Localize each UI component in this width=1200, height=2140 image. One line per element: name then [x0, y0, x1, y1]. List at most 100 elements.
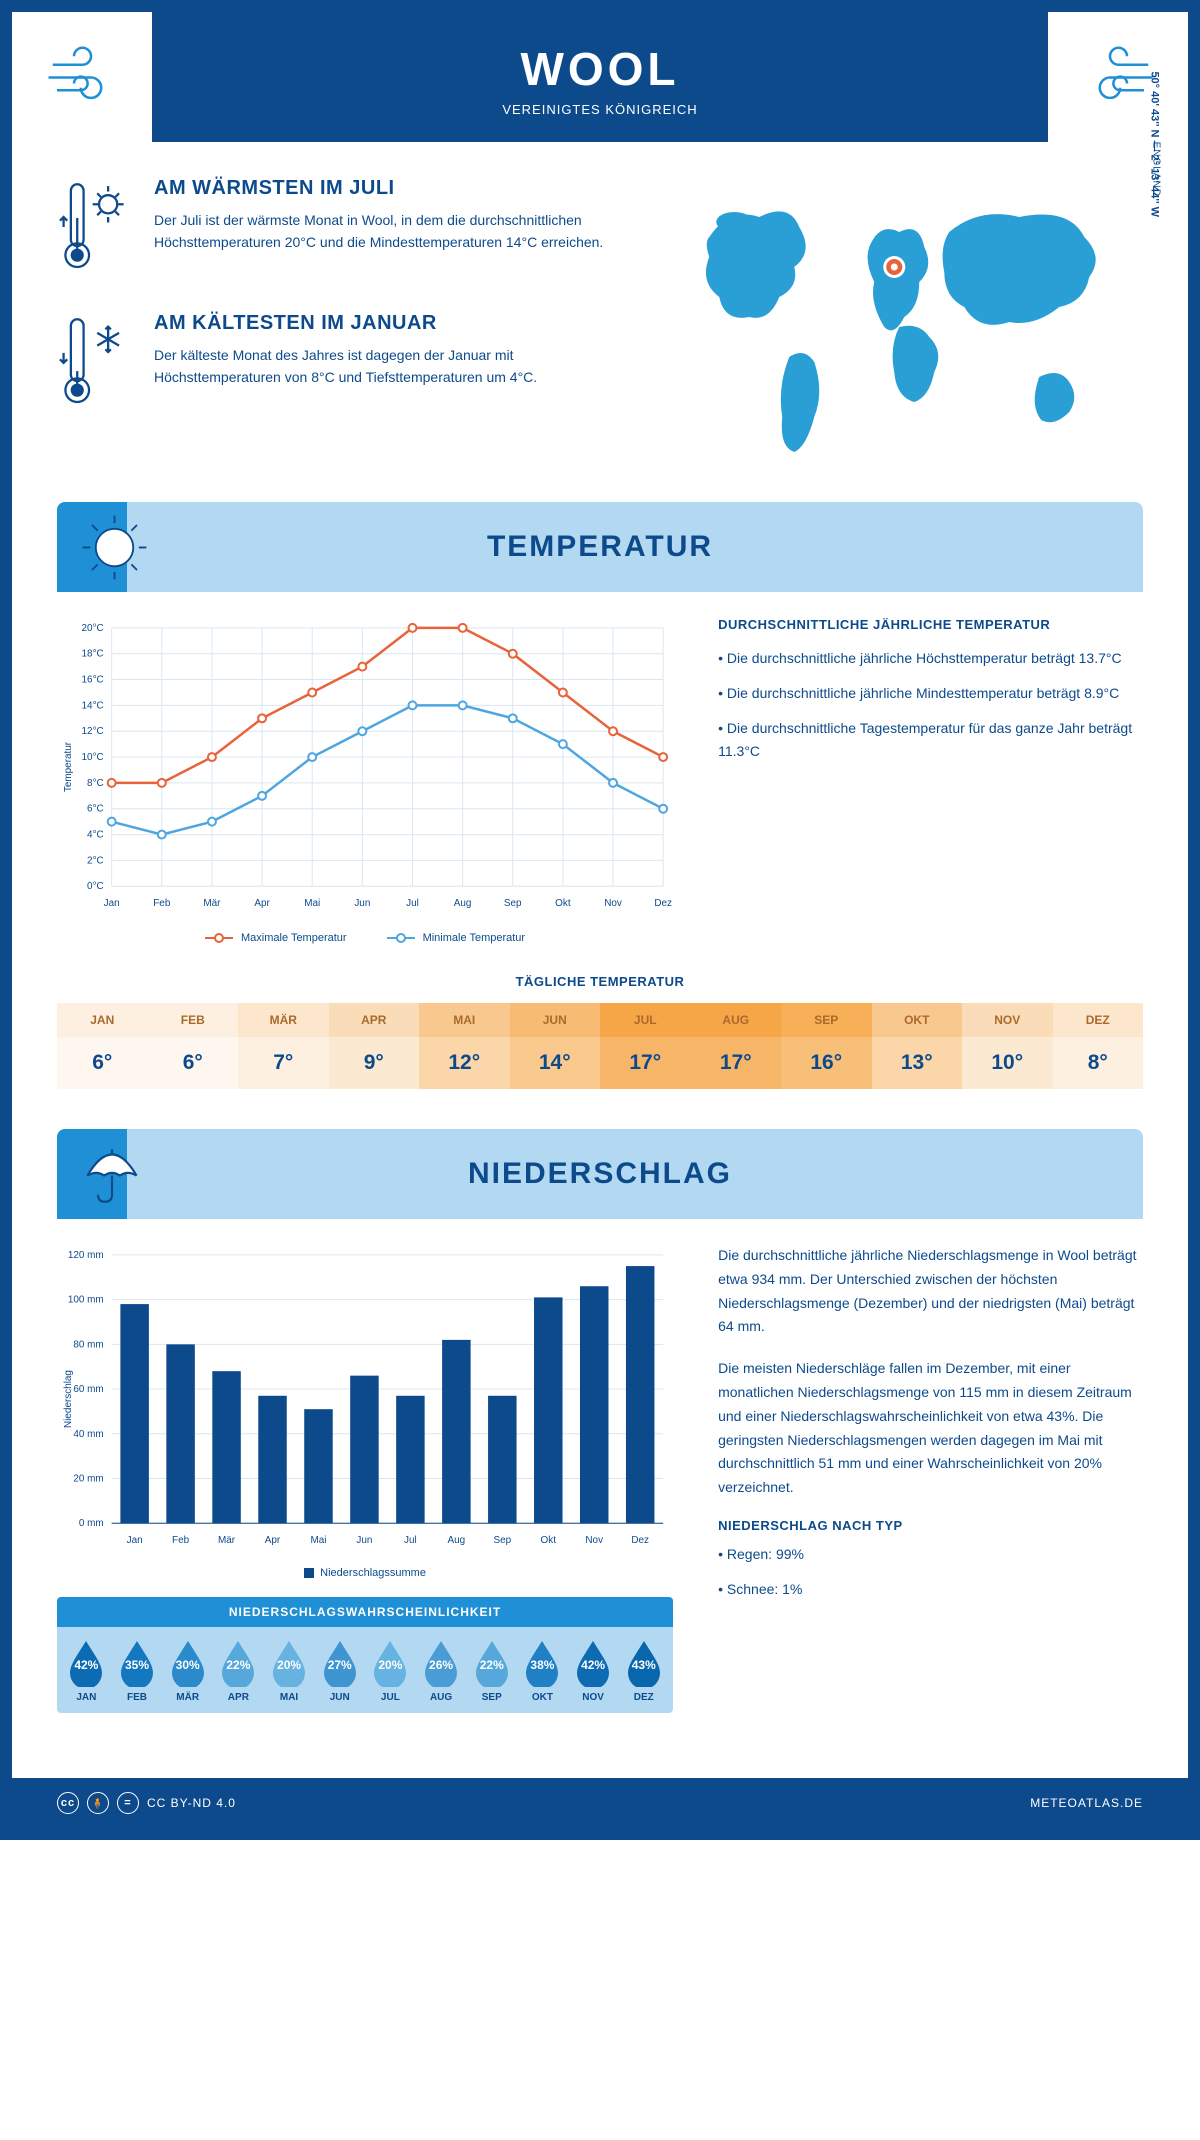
- thermometer-snow-icon: [57, 312, 132, 417]
- temp-bullet-list: Die durchschnittliche jährliche Höchstte…: [718, 647, 1143, 763]
- svg-text:Mär: Mär: [203, 898, 221, 909]
- svg-text:10°C: 10°C: [82, 752, 104, 763]
- svg-text:18°C: 18°C: [82, 649, 104, 660]
- svg-text:Jul: Jul: [404, 1535, 417, 1546]
- prob-cell: 20%JUL: [367, 1639, 414, 1703]
- svg-text:Okt: Okt: [555, 898, 571, 909]
- precip-para-2: Die meisten Niederschläge fallen im Deze…: [718, 1357, 1143, 1500]
- svg-text:Nov: Nov: [585, 1535, 603, 1546]
- prob-cell: 30%MÄR: [164, 1639, 211, 1703]
- license-block: cc 🧍 = CC BY-ND 4.0: [57, 1792, 236, 1814]
- prob-cell: 38%OKT: [519, 1639, 566, 1703]
- svg-text:Jul: Jul: [406, 898, 419, 909]
- wind-decoration-left: [12, 12, 152, 142]
- precip-para-1: Die durchschnittliche jährliche Niedersc…: [718, 1244, 1143, 1339]
- daily-temp-cell: MÄR7°: [238, 1003, 329, 1089]
- daily-temp-cell: OKT13°: [872, 1003, 963, 1089]
- precipitation-chart-row: 0 mm20 mm40 mm60 mm80 mm100 mm120 mmJanF…: [57, 1244, 1143, 1713]
- facts-column: AM WÄRMSTEN IM JULI Der Juli ist der wär…: [57, 177, 616, 467]
- prob-cell: 35%FEB: [114, 1639, 161, 1703]
- svg-text:Aug: Aug: [454, 898, 472, 909]
- temp-bullet: Die durchschnittliche Tagestemperatur fü…: [718, 717, 1143, 763]
- by-icon: 🧍: [87, 1792, 109, 1814]
- daily-temp-cell: APR9°: [329, 1003, 420, 1089]
- svg-text:0°C: 0°C: [87, 881, 104, 892]
- daily-temp-cell: FEB6°: [148, 1003, 239, 1089]
- svg-text:Feb: Feb: [172, 1535, 190, 1546]
- precip-type-bullet: Regen: 99%: [718, 1543, 1143, 1566]
- svg-text:100 mm: 100 mm: [68, 1295, 104, 1306]
- daily-temp-cell: MAI12°: [419, 1003, 510, 1089]
- daily-temp-cell: AUG17°: [691, 1003, 782, 1089]
- daily-temperature-table: TÄGLICHE TEMPERATUR JAN6°FEB6°MÄR7°APR9°…: [57, 974, 1143, 1089]
- svg-text:Feb: Feb: [153, 898, 171, 909]
- svg-text:20°C: 20°C: [82, 623, 104, 634]
- svg-text:Okt: Okt: [541, 1535, 557, 1546]
- precip-type-title: NIEDERSCHLAG NACH TYP: [718, 1518, 1143, 1533]
- prob-cell: 22%SEP: [468, 1639, 515, 1703]
- svg-text:Temperatur: Temperatur: [63, 741, 74, 792]
- precipitation-probability: NIEDERSCHLAGSWAHRSCHEINLICHKEIT 42%JAN35…: [57, 1597, 673, 1713]
- svg-text:20 mm: 20 mm: [73, 1473, 103, 1484]
- svg-text:12°C: 12°C: [82, 726, 104, 737]
- svg-text:Jun: Jun: [354, 898, 370, 909]
- svg-text:14°C: 14°C: [82, 700, 104, 711]
- precipitation-bar-chart: 0 mm20 mm40 mm60 mm80 mm100 mm120 mmJanF…: [57, 1244, 673, 1713]
- legend-min-label: Minimale Temperatur: [423, 932, 526, 944]
- prob-cell: 42%JAN: [63, 1639, 110, 1703]
- daily-temp-cell: DEZ8°: [1053, 1003, 1144, 1089]
- map-column: ENGLAND 50° 40' 43'' N — 2° 13' 44'' W: [656, 177, 1143, 467]
- svg-text:8°C: 8°C: [87, 778, 104, 789]
- page-header: WOOL VEREINIGTES KÖNIGREICH: [12, 12, 1188, 142]
- svg-text:Jan: Jan: [127, 1535, 143, 1546]
- svg-text:Niederschlag: Niederschlag: [63, 1370, 74, 1428]
- svg-text:40 mm: 40 mm: [73, 1429, 103, 1440]
- bar-chart-legend: Niederschlagssumme: [57, 1567, 673, 1579]
- svg-text:Aug: Aug: [448, 1535, 466, 1546]
- intro-row: AM WÄRMSTEN IM JULI Der Juli ist der wär…: [57, 177, 1143, 467]
- precipitation-block: NIEDERSCHLAG 0 mm20 mm40 mm60 mm80 mm100…: [57, 1129, 1143, 1713]
- daily-temp-title: TÄGLICHE TEMPERATUR: [57, 974, 1143, 989]
- fact-warmest: AM WÄRMSTEN IM JULI Der Juli ist der wär…: [57, 177, 616, 282]
- svg-text:Dez: Dez: [654, 898, 672, 909]
- site-name: METEOATLAS.DE: [1030, 1796, 1143, 1810]
- fact-coldest: AM KÄLTESTEN IM JANUAR Der kälteste Mona…: [57, 312, 616, 417]
- license-text: CC BY-ND 4.0: [147, 1796, 236, 1810]
- temp-bullet: Die durchschnittliche jährliche Höchstte…: [718, 647, 1143, 670]
- bar-legend-label: Niederschlagssumme: [320, 1567, 426, 1579]
- daily-temp-cell: JUN14°: [510, 1003, 601, 1089]
- svg-text:Sep: Sep: [504, 898, 522, 909]
- nd-icon: =: [117, 1792, 139, 1814]
- prob-cell: 27%JUN: [316, 1639, 363, 1703]
- page-footer: cc 🧍 = CC BY-ND 4.0 METEOATLAS.DE: [12, 1778, 1188, 1828]
- temperature-line-chart: 0°C2°C4°C6°C8°C10°C12°C14°C16°C18°C20°CJ…: [57, 617, 673, 944]
- temperature-title: TEMPERATUR: [487, 530, 713, 564]
- daily-temp-cell: JUL17°: [600, 1003, 691, 1089]
- svg-text:4°C: 4°C: [87, 830, 104, 841]
- prob-cell: 22%APR: [215, 1639, 262, 1703]
- svg-text:Sep: Sep: [493, 1535, 511, 1546]
- daily-temp-cell: JAN6°: [57, 1003, 148, 1089]
- daily-temp-cell: SEP16°: [781, 1003, 872, 1089]
- precip-type-list: Regen: 99%Schnee: 1%: [718, 1543, 1143, 1601]
- wind-decoration-right: [1048, 12, 1188, 142]
- world-map: [656, 177, 1143, 467]
- svg-text:Jun: Jun: [356, 1535, 372, 1546]
- svg-text:60 mm: 60 mm: [73, 1384, 103, 1395]
- svg-text:120 mm: 120 mm: [68, 1250, 104, 1261]
- infographic-page: WOOL VEREINIGTES KÖNIGREICH AM WÄRMSTEN …: [0, 0, 1200, 1840]
- precipitation-info: Die durchschnittliche jährliche Niedersc…: [718, 1244, 1143, 1713]
- page-subtitle: VEREINIGTES KÖNIGREICH: [12, 102, 1188, 117]
- temp-bullet: Die durchschnittliche jährliche Mindestt…: [718, 682, 1143, 705]
- thermometer-sun-icon: [57, 177, 132, 282]
- svg-text:Mär: Mär: [218, 1535, 236, 1546]
- sun-icon: [77, 510, 152, 590]
- svg-text:Mai: Mai: [304, 898, 320, 909]
- precipitation-title: NIEDERSCHLAG: [468, 1157, 732, 1191]
- svg-text:Nov: Nov: [604, 898, 622, 909]
- cc-icon: cc: [57, 1792, 79, 1814]
- temp-info-title: DURCHSCHNITTLICHE JÄHRLICHE TEMPERATUR: [718, 617, 1143, 632]
- umbrella-icon: [77, 1137, 147, 1212]
- line-chart-legend: Maximale Temperatur Minimale Temperatur: [57, 932, 673, 944]
- prob-cell: 20%MAI: [266, 1639, 313, 1703]
